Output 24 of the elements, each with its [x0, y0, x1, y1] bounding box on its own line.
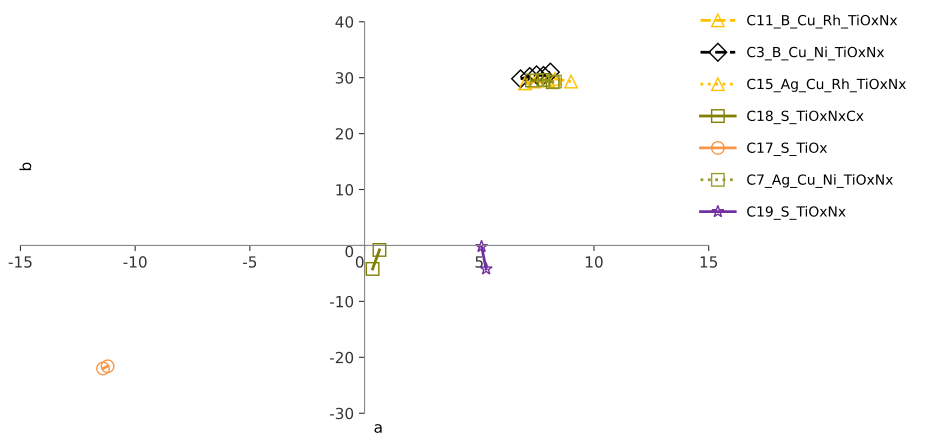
legend-label: C11_B_Cu_Rh_TiOxNx: [747, 14, 898, 29]
x-tick-label: 0: [356, 256, 364, 268]
legend-label: C3_B_Cu_Ni_TiOxNx: [747, 46, 884, 60]
legend-label: C17_S_TiOx: [747, 142, 828, 156]
x-tick-label: 10: [586, 256, 603, 268]
y-tick-label: 30: [336, 72, 354, 84]
y-tick-label: -10: [330, 296, 354, 308]
x-tick-label: -15: [8, 256, 32, 268]
y-tick-label: 0: [345, 246, 354, 258]
y-tick-label: -30: [330, 408, 354, 420]
x-tick-label: -5: [242, 256, 256, 268]
legend-label: C15_Ag_Cu_Rh_TiOxNx: [747, 78, 906, 92]
x-tick-label: 15: [700, 256, 718, 268]
y-tick-label: 10: [336, 184, 354, 196]
legend-label: C18_S_TiOxNxCx: [747, 110, 864, 124]
x-tick-label: -10: [123, 256, 147, 268]
y-tick-label: 40: [335, 16, 354, 28]
x-tick-label: 5: [476, 256, 483, 268]
y-axis-title: b: [19, 162, 32, 170]
y-tick-label: -20: [330, 352, 354, 364]
legend-label: C7_Ag_Cu_Ni_TiOxNx: [747, 174, 893, 188]
x-axis-title: a: [374, 424, 382, 433]
y-tick-label: 20: [336, 128, 354, 140]
legend-label: C19_S_TiOxNx: [747, 206, 846, 220]
